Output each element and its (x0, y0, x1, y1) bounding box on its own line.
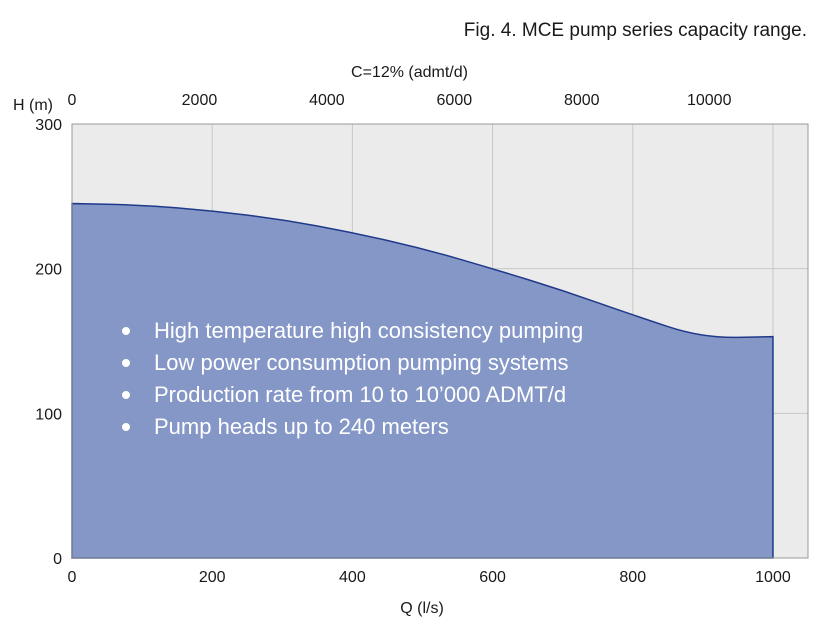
annotation-item: Production rate from 10 to 10’000 ADMT/d (154, 382, 566, 407)
annotation-list: High temperature high consistency pumpin… (122, 318, 583, 439)
capacity-area (71, 202, 774, 559)
x-tick-label: 0 (68, 569, 77, 586)
plot-border (71, 123, 809, 559)
x-axis-ticks: 0 200 400 600 800 1000 (68, 569, 791, 586)
figure-caption: Fig. 4. MCE pump series capacity range. (463, 20, 807, 41)
y-tick-label: 300 (35, 117, 62, 134)
bullet (122, 359, 130, 367)
top-tick-label: 0 (68, 92, 77, 109)
x-tick-label: 600 (479, 569, 506, 586)
top-axis-label: C=12% (admt/d) (351, 64, 468, 81)
x-tick-label: 400 (339, 569, 366, 586)
top-axis-ticks: 0 2000 4000 6000 8000 10000 (68, 92, 732, 109)
annotation-item: High temperature high consistency pumpin… (154, 318, 583, 343)
annotation-item: Pump heads up to 240 meters (154, 414, 449, 439)
top-tick-label: 2000 (182, 92, 218, 109)
bullet (122, 327, 130, 335)
top-tick-label: 6000 (437, 92, 473, 109)
y-tick-label: 200 (35, 262, 62, 279)
x-tick-label: 1000 (755, 569, 791, 586)
top-tick-label: 10000 (687, 92, 732, 109)
x-axis-label: Q (l/s) (400, 600, 444, 617)
x-tick-label: 200 (199, 569, 226, 586)
x-tick-label: 800 (619, 569, 646, 586)
y-axis-ticks: 0 100 200 300 (35, 117, 62, 568)
bullet (122, 423, 130, 431)
bullet (122, 391, 130, 399)
y-tick-label: 0 (53, 551, 62, 568)
y-axis-label: H (m) (13, 97, 53, 114)
top-tick-label: 4000 (309, 92, 345, 109)
top-tick-label: 8000 (564, 92, 600, 109)
annotation-item: Low power consumption pumping systems (154, 350, 569, 375)
y-tick-label: 100 (35, 406, 62, 423)
